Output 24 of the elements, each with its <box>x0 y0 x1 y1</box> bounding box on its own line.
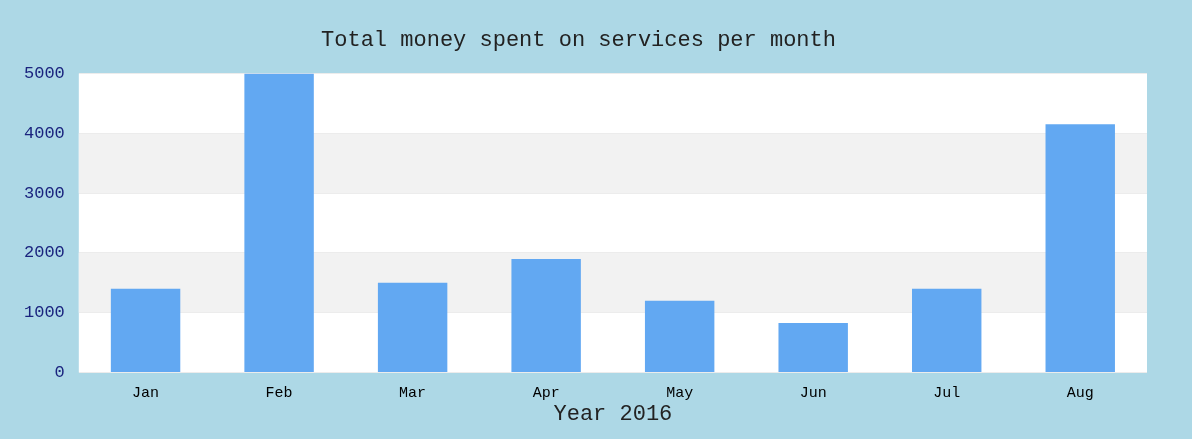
x-tick-label: Apr <box>532 384 560 402</box>
bar <box>244 73 314 373</box>
x-tick-label: Jul <box>933 384 961 402</box>
y-tick-label: 0 <box>54 363 65 383</box>
bar <box>511 258 581 373</box>
bar <box>377 282 448 373</box>
y-tick-label: 5000 <box>23 63 65 83</box>
x-axis-title: Year 2016 <box>553 401 673 427</box>
bar <box>110 288 181 373</box>
y-tick-label: 4000 <box>23 123 65 143</box>
bar <box>644 300 715 373</box>
y-tick-label: 2000 <box>23 243 65 263</box>
x-tick-label: Mar <box>399 384 427 402</box>
y-tick-label: 1000 <box>23 303 65 323</box>
bar <box>1045 124 1115 373</box>
x-tick-label: Aug <box>1066 384 1094 402</box>
bar <box>912 288 982 373</box>
x-tick-label: Jan <box>132 384 160 402</box>
x-tick-label: Feb <box>265 384 293 402</box>
x-tick-label: May <box>666 384 694 402</box>
y-tick-label: 3000 <box>23 183 65 203</box>
bar <box>778 322 848 373</box>
chart-title: Total money spent on services per month <box>321 28 836 54</box>
x-tick-label: Jun <box>799 384 827 402</box>
